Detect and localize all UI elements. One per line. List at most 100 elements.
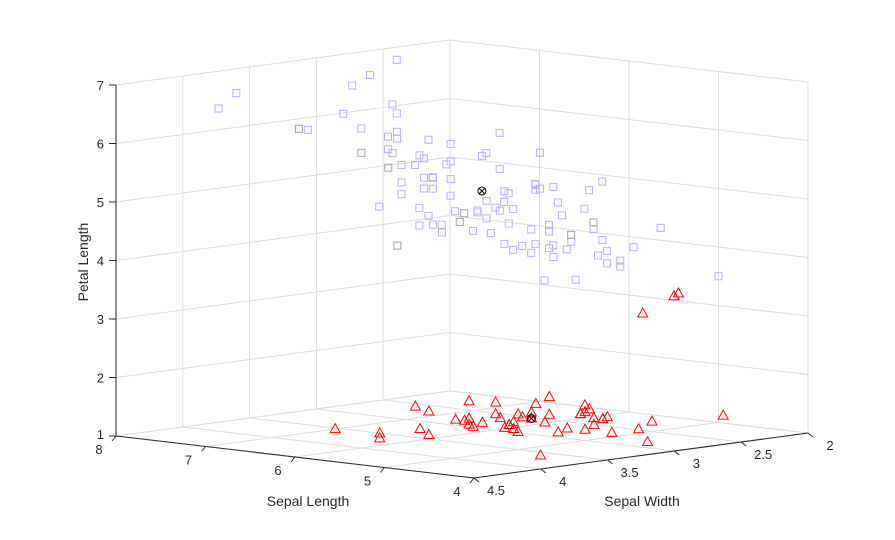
cluster2-point-square bbox=[504, 219, 513, 228]
cluster2-point-square bbox=[603, 259, 612, 268]
z-tick-label: 4 bbox=[97, 254, 104, 269]
cluster2-point-square bbox=[428, 184, 437, 193]
grid-line bbox=[249, 417, 608, 461]
cluster2-point-square bbox=[585, 186, 594, 195]
cluster1-point-triangle bbox=[409, 400, 422, 411]
cluster2-point-square bbox=[365, 71, 374, 80]
cluster2-point-square bbox=[348, 81, 357, 90]
cluster1-point-triangle bbox=[467, 420, 480, 431]
cluster2-point-square bbox=[339, 109, 348, 118]
cluster2-point-square bbox=[527, 225, 536, 234]
y-tick-mark bbox=[674, 450, 680, 456]
grid-line bbox=[449, 156, 809, 200]
cluster2-point-square bbox=[468, 226, 477, 235]
cluster1-point-triangle bbox=[530, 397, 542, 408]
grid-line bbox=[449, 390, 809, 434]
x-tick-label: 8 bbox=[95, 442, 102, 457]
cluster1-point-triangle bbox=[423, 428, 435, 439]
cluster2-point-square bbox=[446, 139, 455, 148]
cluster1-point-triangle bbox=[423, 405, 435, 416]
y-tick-mark bbox=[807, 432, 814, 438]
grid-lines bbox=[115, 39, 809, 479]
cluster2-point-square bbox=[232, 89, 241, 98]
y-tick-mark bbox=[740, 441, 747, 447]
grid-line bbox=[115, 273, 451, 320]
centroid-x bbox=[528, 415, 535, 422]
cluster2-point-square bbox=[446, 175, 455, 184]
cluster2-point-square bbox=[518, 241, 527, 250]
cluster2-point-square bbox=[629, 243, 638, 252]
cluster2-point-square bbox=[527, 248, 536, 257]
grid-line bbox=[449, 332, 809, 375]
cluster2-point-square bbox=[504, 189, 513, 198]
cluster2-point-square bbox=[598, 177, 607, 186]
cluster2-point-square bbox=[598, 236, 607, 245]
cluster2-point-square bbox=[549, 182, 558, 191]
grid-line bbox=[115, 156, 451, 203]
cluster2-point-square bbox=[214, 104, 223, 113]
y-tick-label: 3 bbox=[693, 456, 700, 471]
cluster1-point-triangle bbox=[579, 398, 591, 410]
cluster1-point-triangle bbox=[632, 422, 645, 434]
cluster2-point-square bbox=[388, 100, 397, 109]
grid-line bbox=[449, 273, 809, 317]
cluster1-point-triangle bbox=[414, 422, 426, 433]
cluster2-point-square bbox=[616, 256, 625, 265]
cluster2-point-square bbox=[437, 228, 446, 237]
grid-line bbox=[384, 422, 719, 468]
cluster3-point-square bbox=[589, 218, 598, 227]
cluster2-point-square bbox=[509, 245, 518, 254]
cluster2-point-square bbox=[602, 246, 611, 255]
axes bbox=[109, 84, 814, 484]
cluster1-point-triangle bbox=[636, 306, 649, 318]
cluster2-point-square bbox=[491, 203, 500, 212]
cluster2-point-square bbox=[545, 227, 554, 236]
cluster2-point-square bbox=[384, 132, 392, 141]
cluster1-point-triangle bbox=[646, 415, 658, 426]
grid-line bbox=[115, 332, 451, 378]
cluster2-point-square bbox=[419, 184, 428, 193]
cluster1-point-triangle bbox=[458, 414, 471, 425]
y-axis-label: Sepal Width bbox=[604, 493, 679, 509]
cluster2-point-square bbox=[388, 149, 397, 158]
x-tick-mark bbox=[469, 477, 475, 484]
grid-line bbox=[294, 411, 630, 458]
cluster2-point-square bbox=[446, 191, 455, 200]
centroid-circle bbox=[526, 413, 536, 423]
cluster2-point-square bbox=[415, 204, 424, 212]
grid-line bbox=[115, 215, 451, 261]
cluster2-point-square bbox=[509, 204, 518, 213]
cluster2-point-square bbox=[531, 240, 540, 249]
grid-line bbox=[449, 215, 809, 258]
cluster2-point-square bbox=[616, 262, 625, 271]
x-tick-label: 4 bbox=[453, 484, 460, 499]
x-tick-label: 5 bbox=[364, 474, 371, 489]
cluster1-point-triangle bbox=[601, 410, 614, 422]
z-tick-label: 3 bbox=[97, 312, 104, 327]
y-tick-label: 2 bbox=[826, 438, 833, 453]
y-tick-label: 4.5 bbox=[487, 483, 505, 498]
y-tick-label: 2.5 bbox=[754, 447, 772, 462]
cluster2-point-square bbox=[415, 151, 424, 160]
centroid-circle bbox=[477, 186, 487, 196]
tick-labels: 4 5 6 7 8 2 2.5 3 3.5 4 4.5 1 2 3 4 5 6 7 bbox=[95, 78, 833, 499]
cluster1-point-triangle bbox=[507, 415, 520, 427]
grid-line bbox=[115, 98, 451, 144]
y-tick-label: 3.5 bbox=[621, 465, 639, 480]
cluster2-point-square bbox=[451, 207, 460, 216]
cluster3-point-square bbox=[384, 163, 393, 172]
cluster2-point-square bbox=[656, 223, 665, 232]
cluster1-point-triangle bbox=[463, 394, 475, 406]
cluster1-point-triangle bbox=[543, 408, 556, 419]
cluster1-point-triangle bbox=[672, 286, 685, 298]
cluster2-point-square bbox=[562, 245, 571, 254]
y-tick-mark bbox=[607, 459, 613, 465]
cluster2-point-square bbox=[415, 221, 424, 230]
cluster2-point-square bbox=[477, 151, 486, 160]
cluster1-point-triangle bbox=[498, 421, 511, 432]
cluster1-point-triangle bbox=[373, 426, 386, 438]
x-tick-mark bbox=[380, 467, 385, 473]
cluster1-point-triangle bbox=[588, 411, 600, 423]
cluster1-point-triangle bbox=[579, 405, 591, 417]
